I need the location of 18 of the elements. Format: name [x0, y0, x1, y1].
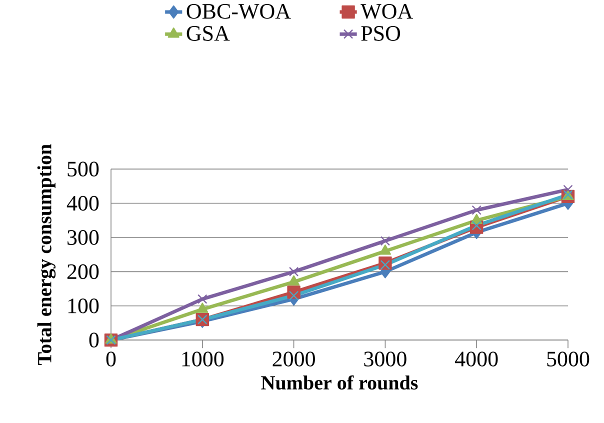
- x-axis-title: Number of rounds: [261, 375, 418, 390]
- y-tick-label: 100: [68, 298, 99, 314]
- x-tick-label: 3000: [364, 352, 406, 366]
- x-tick-label: 2000: [272, 352, 315, 366]
- x-tick-label: 0: [106, 352, 116, 366]
- legend-label: GSA: [186, 26, 230, 41]
- y-tick-label: 400: [66, 196, 99, 211]
- y-axis-title: Total energy consumption: [37, 144, 56, 365]
- x-tick-label: 1000: [182, 352, 224, 366]
- y-tick-label: 300: [68, 230, 99, 245]
- legend-label: OBC-WOA: [186, 4, 291, 19]
- x-tick-label: 5000: [547, 352, 590, 366]
- y-tick-label: 200: [67, 264, 99, 280]
- legend-label: PSO: [361, 26, 400, 41]
- y-tick-label: 500: [68, 162, 99, 176]
- y-tick-label: 0: [89, 332, 99, 348]
- legend-label: WOA: [360, 4, 413, 19]
- x-tick-label: 4000: [455, 352, 498, 366]
